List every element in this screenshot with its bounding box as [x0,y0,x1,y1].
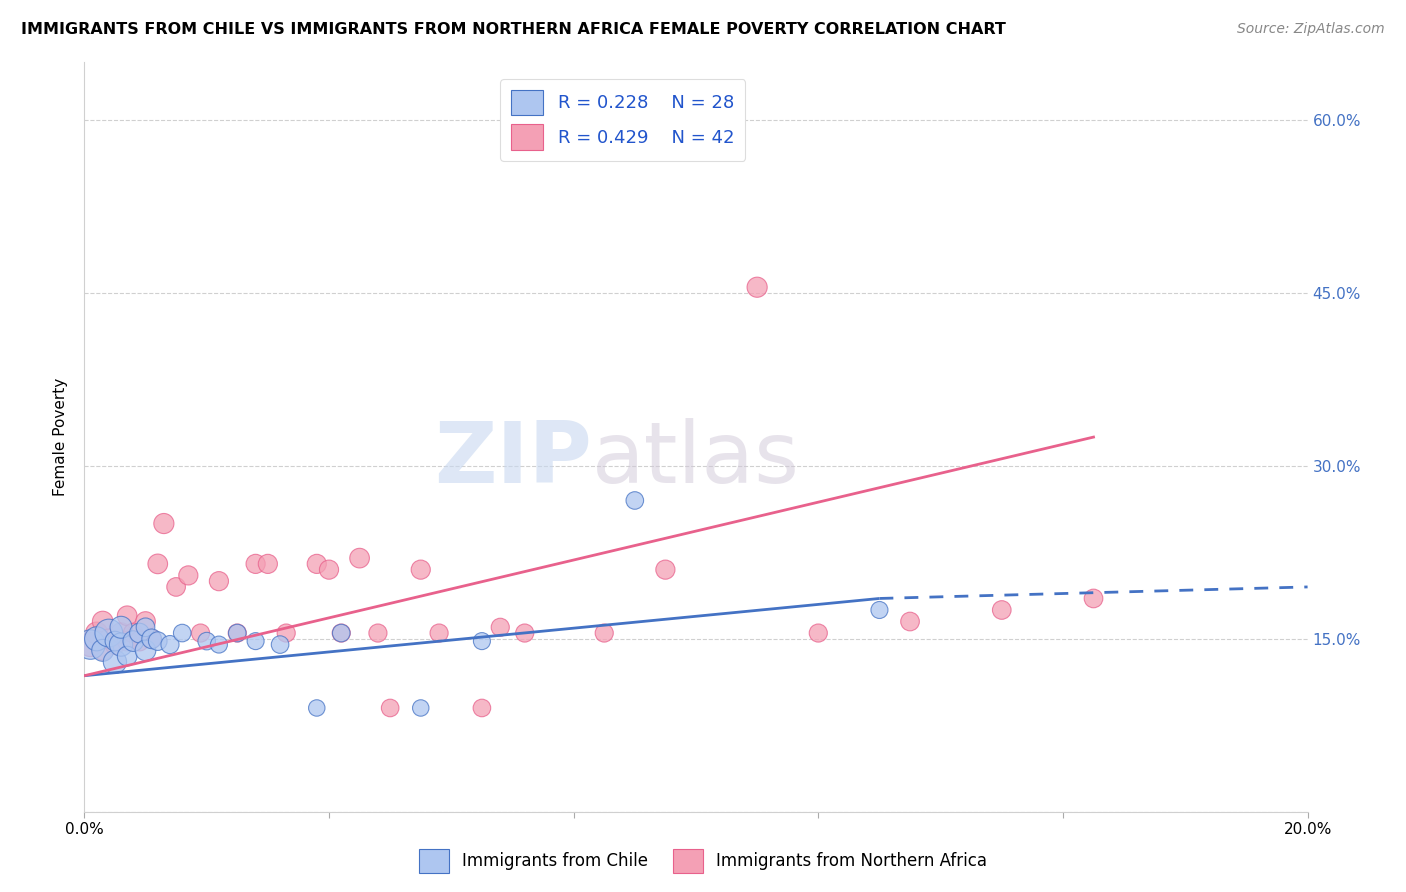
Point [471,701,494,715]
Point [110,620,132,634]
Point [513,626,536,640]
Point [367,626,389,640]
Point [115,649,138,664]
Point [135,620,157,634]
Legend: Immigrants from Chile, Immigrants from Northern Africa: Immigrants from Chile, Immigrants from N… [412,842,994,880]
Point [122,634,145,648]
Text: IMMIGRANTS FROM CHILE VS IMMIGRANTS FROM NORTHERN AFRICA FEMALE POVERTY CORRELAT: IMMIGRANTS FROM CHILE VS IMMIGRANTS FROM… [21,22,1005,37]
Point [165,580,187,594]
Point [104,638,127,652]
Point [245,557,267,571]
Point [91,643,114,657]
Point [269,638,291,652]
Point [146,557,169,571]
Point [190,626,212,640]
Point [330,626,353,640]
Point [172,626,194,640]
Point [330,626,353,640]
Point [898,615,921,629]
Point [135,643,157,657]
Point [427,626,450,640]
Point [104,655,127,669]
Point [208,574,231,589]
Text: Source: ZipAtlas.com: Source: ZipAtlas.com [1237,22,1385,37]
Point [869,603,891,617]
Point [593,626,616,640]
Point [141,632,163,646]
Point [159,638,181,652]
Point [110,638,132,652]
Point [195,634,218,648]
Point [104,634,127,648]
Point [624,493,647,508]
Point [489,620,512,634]
Point [409,701,432,715]
Text: atlas: atlas [592,418,800,501]
Point [257,557,280,571]
Point [91,615,114,629]
Point [79,638,101,652]
Point [349,551,371,566]
Point [318,563,340,577]
Point [245,634,267,648]
Point [276,626,298,640]
Point [97,626,120,640]
Point [86,626,108,640]
Point [208,638,231,652]
Point [562,113,585,128]
Point [807,626,830,640]
Text: ZIP: ZIP [434,418,592,501]
Point [141,632,163,646]
Point [153,516,176,531]
Point [226,626,249,640]
Point [1083,591,1105,606]
Point [471,634,494,648]
Point [122,626,145,640]
Point [91,643,114,657]
Point [305,701,328,715]
Point [305,557,328,571]
Point [110,626,132,640]
Y-axis label: Female Poverty: Female Poverty [53,378,69,496]
Point [79,638,101,652]
Point [146,634,169,648]
Point [97,632,120,646]
Point [654,563,676,577]
Point [115,608,138,623]
Point [409,563,432,577]
Point [86,632,108,646]
Point [177,568,200,582]
Point [128,634,150,648]
Point [226,626,249,640]
Point [380,701,402,715]
Legend: R = 0.228    N = 28, R = 0.429    N = 42: R = 0.228 N = 28, R = 0.429 N = 42 [501,79,745,161]
Point [991,603,1014,617]
Point [115,634,138,648]
Point [128,626,150,640]
Point [135,615,157,629]
Point [747,280,769,294]
